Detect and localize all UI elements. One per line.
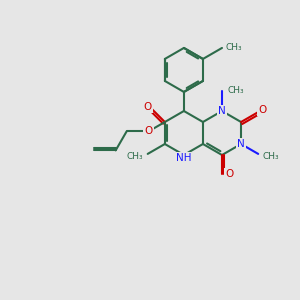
Text: N: N — [237, 139, 245, 149]
Text: O: O — [225, 169, 233, 179]
Text: N: N — [218, 106, 226, 116]
Text: CH₃: CH₃ — [227, 86, 244, 95]
Text: CH₃: CH₃ — [262, 152, 279, 161]
Text: O: O — [145, 126, 153, 136]
Text: O: O — [258, 105, 266, 115]
Text: CH₃: CH₃ — [126, 152, 143, 161]
Text: CH₃: CH₃ — [226, 44, 243, 52]
Text: NH: NH — [176, 153, 192, 163]
Text: O: O — [143, 102, 152, 112]
